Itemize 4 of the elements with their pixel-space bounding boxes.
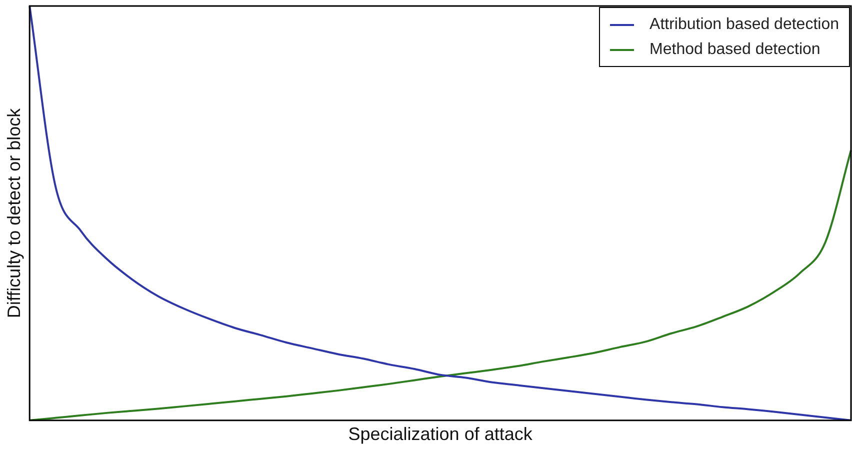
- y-axis-title: Difficulty to detect or block: [4, 107, 24, 318]
- legend-label: Attribution based detection: [648, 14, 839, 34]
- x-axis-title: Specialization of attack: [348, 424, 534, 444]
- legend-label: Method based detection: [648, 40, 822, 60]
